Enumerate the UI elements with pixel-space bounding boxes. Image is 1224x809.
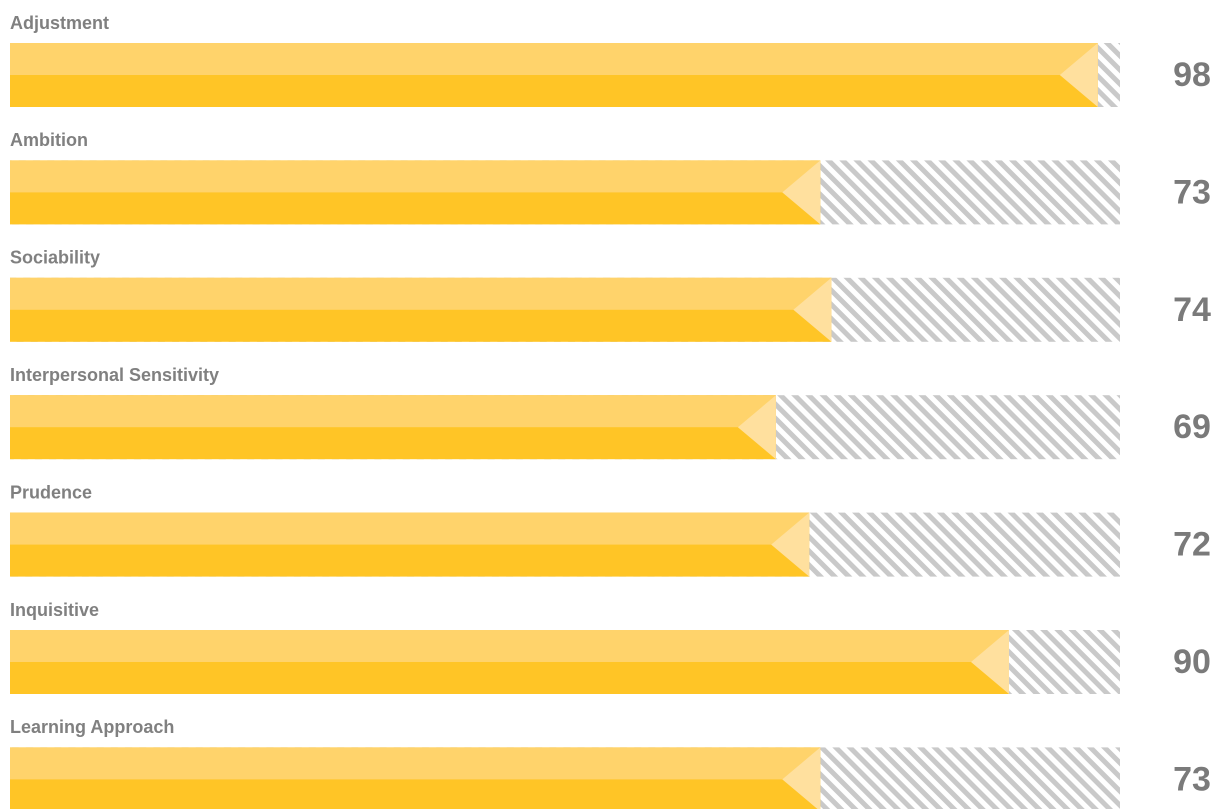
value-label: 73 [1173,173,1211,211]
bar-tip [1059,43,1098,107]
value-label: 74 [1173,291,1211,329]
bar-upper [10,43,1098,75]
category-label: Adjustment [10,13,109,33]
bar-upper [10,512,810,545]
value-label: 90 [1173,643,1211,681]
value-label: 69 [1173,408,1211,446]
bar-upper [10,160,821,193]
bar-tip [782,160,821,225]
category-label: Learning Approach [10,717,174,737]
bar-tip [793,277,832,342]
category-label: Prudence [10,482,92,502]
bar [10,395,776,460]
value-label: 98 [1173,56,1211,94]
bar [10,747,821,809]
bar [10,512,810,577]
bar-upper [10,747,821,780]
value-label: 72 [1173,526,1211,564]
category-label: Inquisitive [10,600,99,620]
category-label: Sociability [10,248,100,268]
bar [10,630,1009,694]
bar-tip [782,747,821,809]
category-label: Interpersonal Sensitivity [10,365,219,385]
bar-tip [771,512,810,577]
category-label: Ambition [10,130,88,150]
bar [10,43,1098,107]
bar-tip [971,630,1009,694]
value-label: 73 [1173,760,1211,798]
bar-tip [737,395,776,460]
bar-upper [10,630,1009,662]
bar-upper [10,395,776,428]
bar-upper [10,277,832,310]
bar [10,277,832,342]
bar [10,160,821,225]
